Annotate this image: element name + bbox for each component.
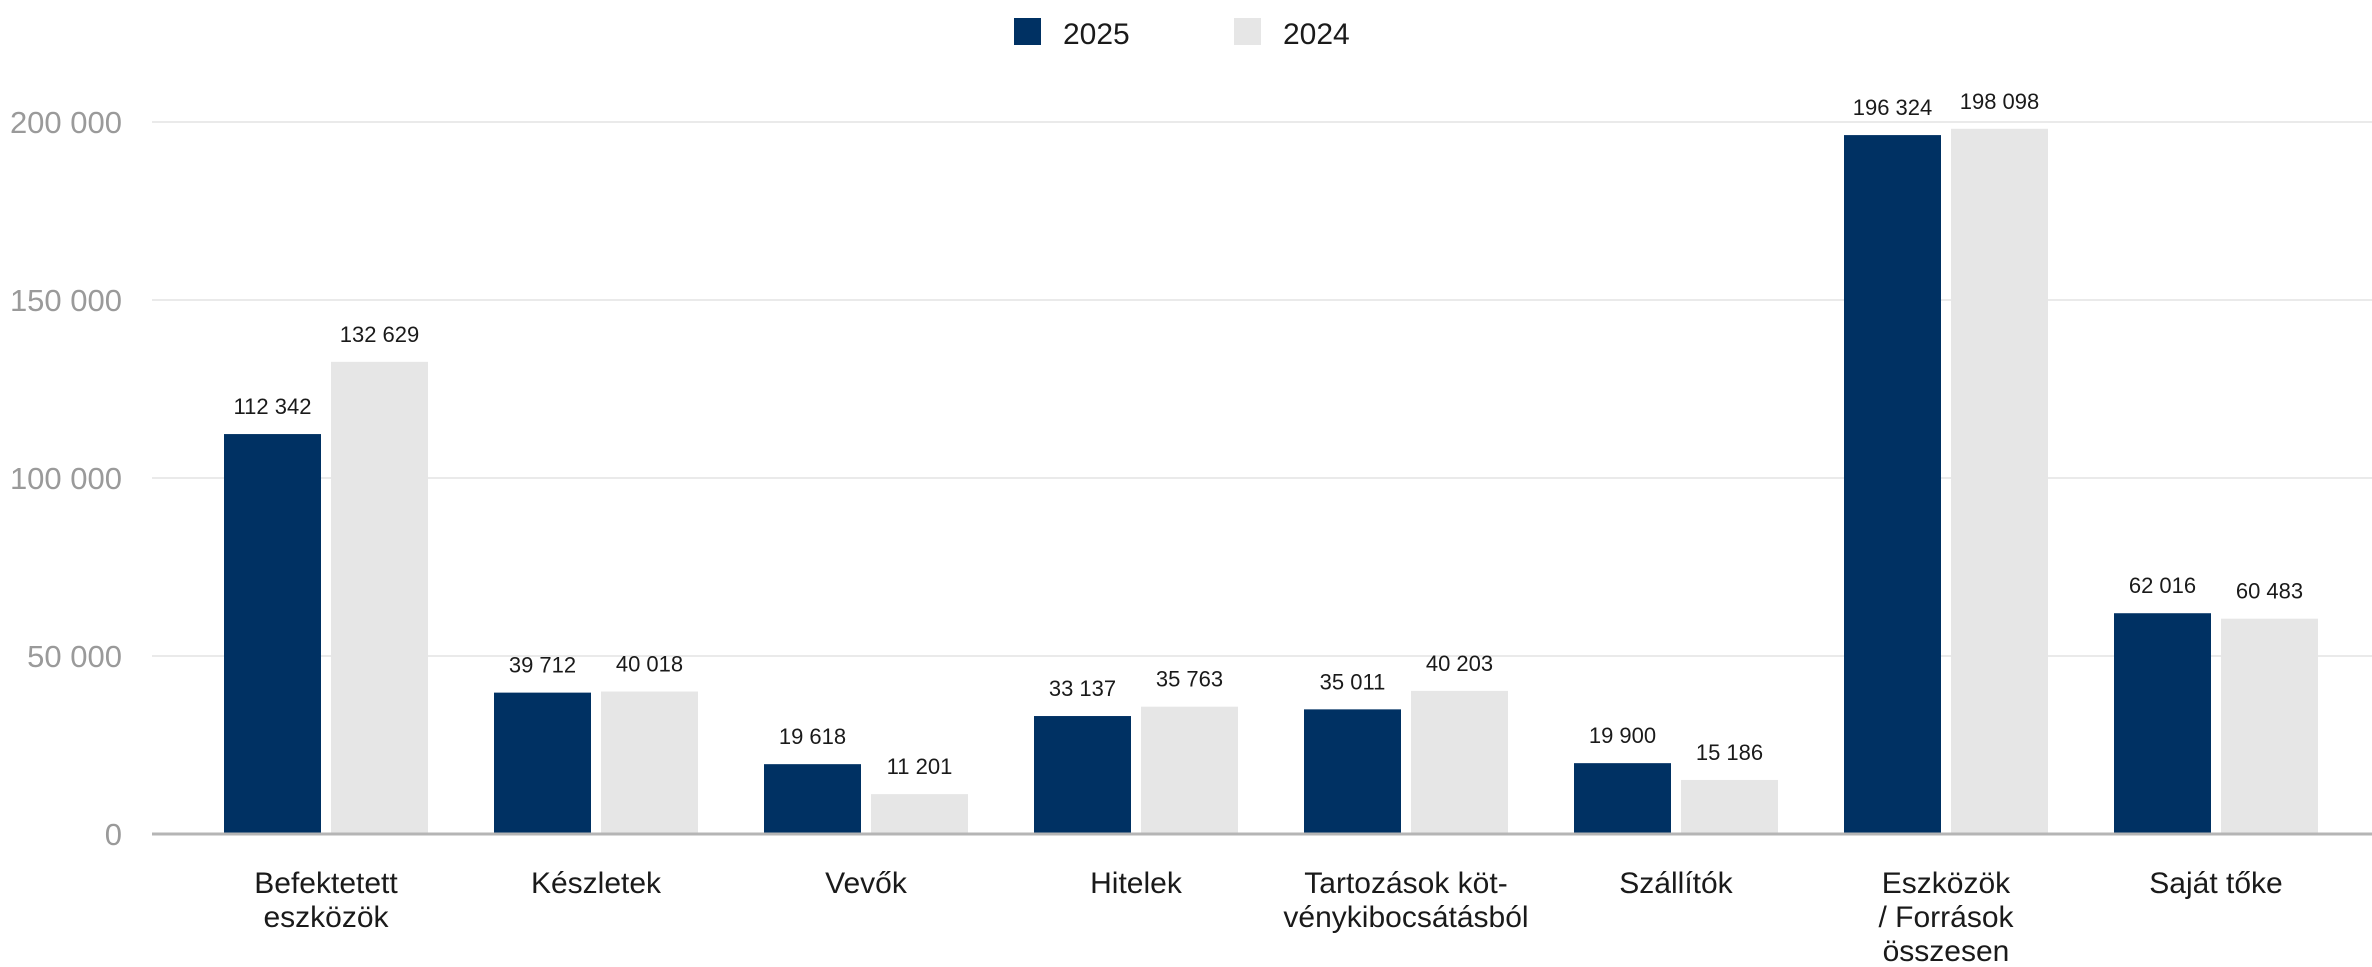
data-label: 35 011 [1320,669,1386,694]
bars [224,128,2318,835]
data-label: 40 018 [616,652,683,677]
bar-2025 [494,692,591,834]
bar-2024 [1411,690,1508,834]
x-tick-label: Készletek [531,867,662,900]
data-label: 60 483 [2236,579,2303,604]
bar-2025 [224,434,321,834]
bar-2025 [2114,613,2211,834]
y-tick-label: 100 000 [10,461,122,496]
value-labels: 112 342 132 629 39 712 40 018 19 618 11 201 33… [234,89,2304,779]
data-label: 19 618 [779,724,846,749]
bar-2024 [1951,128,2048,834]
x-tick-label: Tartozások köt-vénykibocsátásból [1283,867,1528,934]
y-tick-label: 0 [105,817,122,852]
legend-swatch [1014,18,1041,45]
bar-2025 [1034,716,1131,834]
y-tick-label: 200 000 [10,105,122,140]
y-tick-label: 150 000 [10,283,122,318]
x-tick-label: Eszközök / Források összesen [1878,867,2014,967]
data-label: 112 342 [234,394,312,419]
data-label: 62 016 [2129,573,2196,598]
data-label: 19 900 [1589,723,1656,748]
data-label: 132 629 [340,322,420,347]
x-tick-label: Saját tőke [2149,867,2282,900]
x-tick-label: Befektetett eszközök [254,867,398,934]
data-label: 196 324 [1853,95,1933,120]
legend-label: 2024 [1283,18,1350,51]
legend-label: 2025 [1063,18,1130,51]
bar-2025 [764,764,861,834]
bar-2024 [601,691,698,834]
x-tick-label: Vevők [825,867,908,900]
bar-2024 [331,361,428,834]
bar-2025 [1844,135,1941,835]
bar-2025 [1574,763,1671,834]
x-tick-label: Hitelek [1090,867,1183,900]
y-axis: 0 50 000 100 000 150 000 200 000 [10,105,122,852]
x-tick-label: Szállítók [1619,867,1733,900]
bar-2025 [1304,709,1401,834]
legend-swatch [1234,18,1261,45]
data-label: 33 137 [1049,676,1116,701]
bar-2024 [871,794,968,834]
data-label: 198 098 [1960,89,2040,114]
data-label: 11 201 [887,754,953,779]
data-label: 15 186 [1696,740,1763,765]
bar-2024 [2221,618,2318,834]
legend-item-2025: 2025 [1014,18,1130,51]
y-tick-label: 50 000 [27,639,122,674]
x-axis: Befektetett eszközök Készletek Vevők Hitelek… [152,832,2372,967]
legend: 2025 2024 [1014,18,1350,51]
legend-item-2024: 2024 [1234,18,1350,51]
data-label: 40 203 [1426,651,1493,676]
bar-2024 [1681,779,1778,834]
data-label: 39 712 [509,653,576,678]
data-label: 35 763 [1156,667,1223,692]
bar-2024 [1141,706,1238,834]
